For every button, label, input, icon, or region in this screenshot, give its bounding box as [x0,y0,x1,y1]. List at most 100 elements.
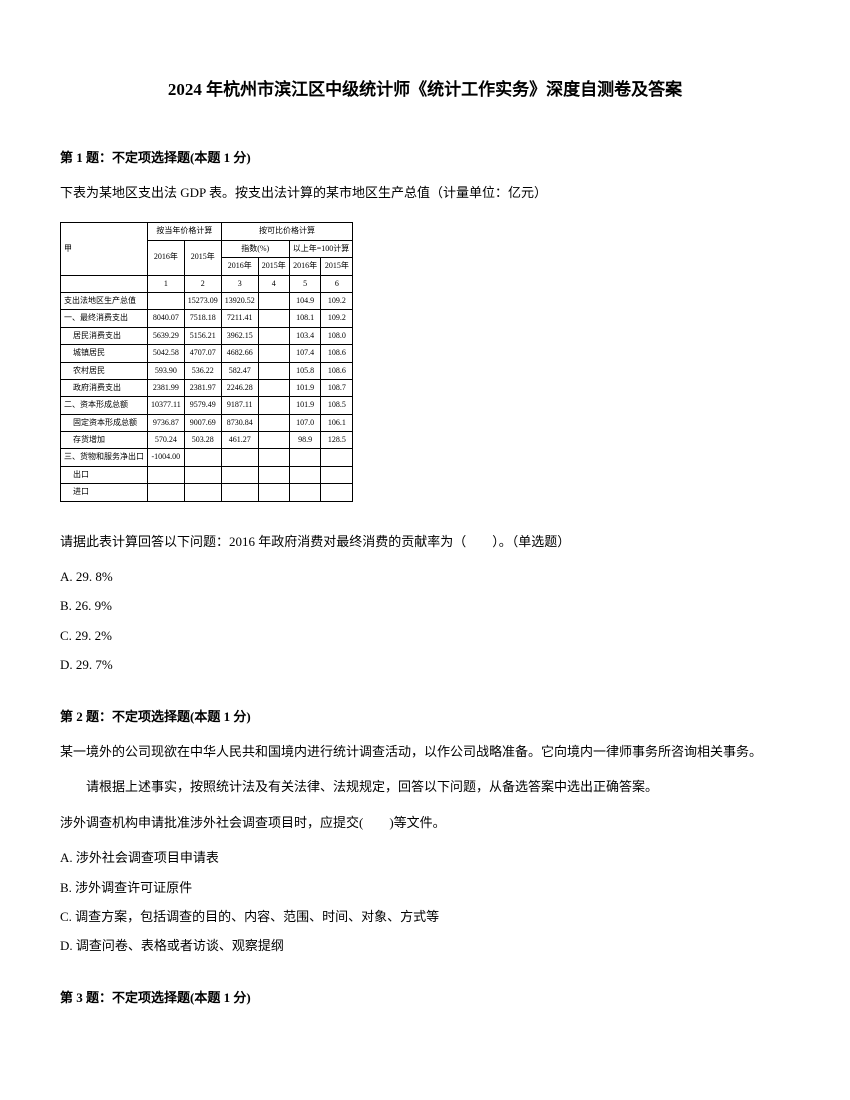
table-row-label: 居民消费支出 [61,327,148,344]
table-cell: 108.1 [289,310,321,327]
q3-header: 第 3 题：不定项选择题(本题 1 分) [60,986,790,1009]
table-cell [321,449,353,466]
table-cell [184,449,221,466]
q2-text3: 涉外调查机构申请批准涉外社会调查项目时，应提交( )等文件。 [60,811,790,834]
q2-opt-a: A. 涉外社会调查项目申请表 [60,846,790,869]
table-cell: 107.0 [289,414,321,431]
table-cell [184,484,221,501]
q1-text: 下表为某地区支出法 GDP 表。按支出法计算的某市地区生产总值（计量单位：亿元） [60,181,790,204]
table-cell: 108.7 [321,379,353,396]
table-cell: 108.6 [321,362,353,379]
q1-opt-b: B. 26. 9% [60,594,790,617]
table-cell: 109.2 [321,310,353,327]
table-cell: 107.4 [289,345,321,362]
table-cell [221,449,258,466]
table-cell [148,292,185,309]
table-cell: 101.9 [289,379,321,396]
table-cell: 582.47 [221,362,258,379]
year-2015: 2015年 [184,240,221,275]
q2-text2: 请根据上述事实，按照统计法及有关法律、法规规定，回答以下问题，从备选答案中选出正… [60,775,790,798]
table-cell: 109.2 [321,292,353,309]
table-cell [321,484,353,501]
table-cell: -1004.00 [148,449,185,466]
table-cell: 106.1 [321,414,353,431]
q1-opt-d: D. 29. 7% [60,653,790,676]
table-cell [321,466,353,483]
table-cell: 503.28 [184,432,221,449]
table-cell: 9736.87 [148,414,185,431]
table-cell: 9579.49 [184,397,221,414]
prev-label: 以上年=100计算 [289,240,353,257]
sub-2016a: 2016年 [221,258,258,275]
table-cell: 593.90 [148,362,185,379]
table-cell [258,327,289,344]
table-cell: 8730.84 [221,414,258,431]
header-group2: 按可比价格计算 [221,223,353,240]
table-cell [148,466,185,483]
q1-opt-c: C. 29. 2% [60,624,790,647]
table-row-label: 政府消费支出 [61,379,148,396]
q1-header: 第 1 题：不定项选择题(本题 1 分) [60,146,790,169]
table-cell [258,310,289,327]
table-cell [258,432,289,449]
table-cell: 98.9 [289,432,321,449]
table-cell [184,466,221,483]
table-cell: 108.5 [321,397,353,414]
table-cell: 570.24 [148,432,185,449]
table-cell [258,414,289,431]
table-row-label: 存货增加 [61,432,148,449]
sub-2015a: 2015年 [258,258,289,275]
table-cell: 536.22 [184,362,221,379]
document-title: 2024 年杭州市滨江区中级统计师《统计工作实务》深度自测卷及答案 [60,75,790,106]
table-row-label: 出口 [61,466,148,483]
q1-opt-a: A. 29. 8% [60,565,790,588]
table-cell: 3962.15 [221,327,258,344]
table-cell: 15273.09 [184,292,221,309]
table-row-label: 进口 [61,484,148,501]
table-row-label: 一、最终消费支出 [61,310,148,327]
table-cell: 461.27 [221,432,258,449]
q2-opt-d: D. 调查问卷、表格或者访谈、观察提纲 [60,934,790,957]
table-cell: 4707.07 [184,345,221,362]
table-cell [148,484,185,501]
table-item-label: 甲 [61,223,148,275]
table-cell: 108.6 [321,345,353,362]
table-row-label: 城镇居民 [61,345,148,362]
table-cell [258,362,289,379]
table-cell [258,484,289,501]
table-cell [258,449,289,466]
q1-prompt: 请据此表计算回答以下问题：2016 年政府消费对最终消费的贡献率为（ ）。（单选… [60,530,790,553]
year-2016: 2016年 [148,240,185,275]
idx-label: 指数(%) [221,240,289,257]
table-cell [258,292,289,309]
table-row-label: 三、货物和服务净出口 [61,449,148,466]
gdp-table: 甲 按当年价格计算 按可比价格计算 2016年 2015年 指数(%) 以上年=… [60,222,353,501]
table-cell [258,345,289,362]
table-row-label: 支出法地区生产总值 [61,292,148,309]
table-cell: 2381.97 [184,379,221,396]
table-cell: 108.0 [321,327,353,344]
table-cell: 5156.21 [184,327,221,344]
table-cell: 128.5 [321,432,353,449]
table-cell: 101.9 [289,397,321,414]
q2-opt-c: C. 调查方案，包括调查的目的、内容、范围、时间、对象、方式等 [60,905,790,928]
sub-2015b: 2015年 [321,258,353,275]
table-cell [289,449,321,466]
table-cell: 2381.99 [148,379,185,396]
table-cell: 105.8 [289,362,321,379]
table-cell: 104.9 [289,292,321,309]
table-row-label: 二、资本形成总额 [61,397,148,414]
table-cell: 9187.11 [221,397,258,414]
table-cell [289,466,321,483]
sub-2016b: 2016年 [289,258,321,275]
table-row-label: 农村居民 [61,362,148,379]
table-cell [258,466,289,483]
table-cell: 7211.41 [221,310,258,327]
table-cell [221,484,258,501]
table-row-label: 固定资本形成总额 [61,414,148,431]
table-cell [289,484,321,501]
table-cell: 4682.66 [221,345,258,362]
table-cell: 9007.69 [184,414,221,431]
table-cell: 7518.18 [184,310,221,327]
table-cell: 103.4 [289,327,321,344]
